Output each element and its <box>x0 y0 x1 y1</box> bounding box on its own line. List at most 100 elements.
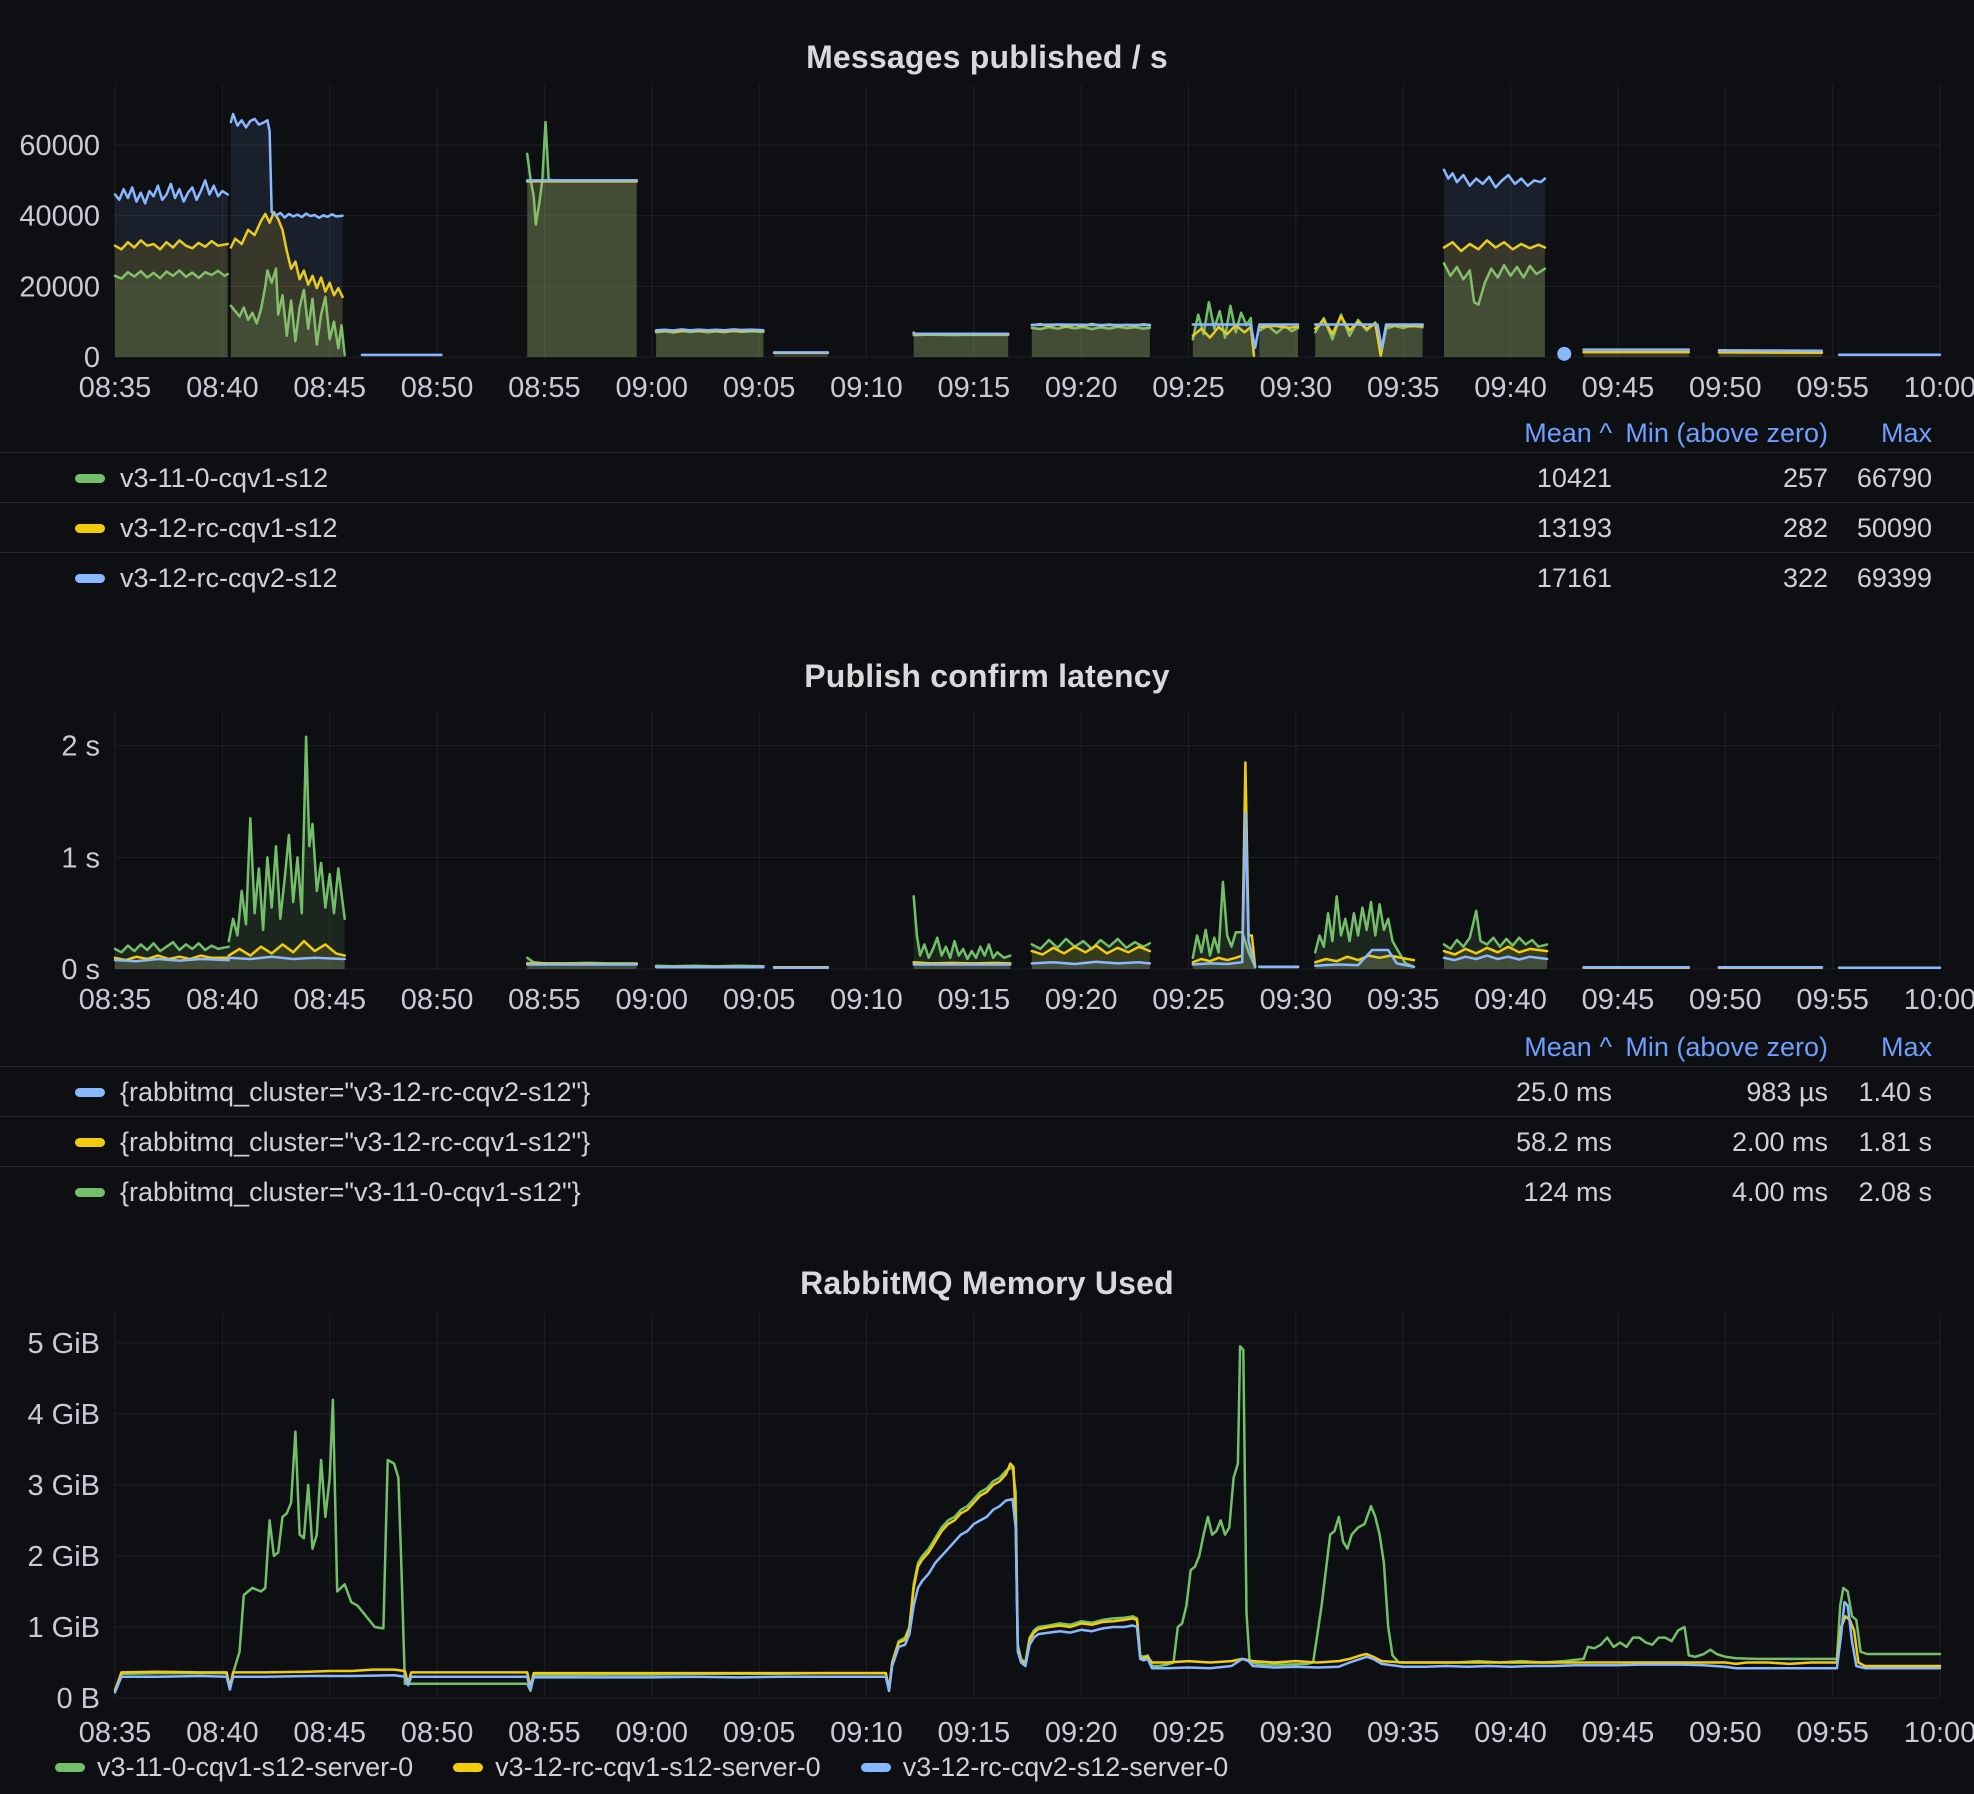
svg-text:09:00: 09:00 <box>615 1717 688 1749</box>
svg-text:09:50: 09:50 <box>1689 1717 1762 1749</box>
svg-text:08:55: 08:55 <box>508 372 581 404</box>
series-color-swatch-icon <box>55 1763 85 1772</box>
legend-row[interactable]: v3-12-rc-cqv1-s12 13193 282 50090 <box>0 502 1974 552</box>
legend-stat-value: 25.0 ms <box>1515 1077 1612 1107</box>
svg-text:10:00: 10:00 <box>1904 372 1974 404</box>
svg-text:4 GiB: 4 GiB <box>27 1399 100 1431</box>
legend-table-messages-published: Mean ^ Min (above zero) Max v3-11-0-cqv1-s1… <box>0 410 1974 602</box>
legend-item[interactable]: v3-11-0-cqv1-s12-server-0 <box>55 1752 413 1783</box>
svg-text:09:40: 09:40 <box>1474 984 1547 1016</box>
svg-text:09:10: 09:10 <box>830 1717 903 1749</box>
svg-text:09:20: 09:20 <box>1045 372 1118 404</box>
legend-item[interactable]: v3-12-rc-cqv1-s12-server-0 <box>453 1752 821 1783</box>
svg-text:10:00: 10:00 <box>1904 984 1974 1016</box>
series-color-swatch-icon <box>75 474 105 483</box>
svg-text:08:45: 08:45 <box>293 984 366 1016</box>
legend-row[interactable]: {rabbitmq_cluster="v3-12-rc-cqv2-s12"} 25… <box>0 1066 1974 1116</box>
svg-text:60000: 60000 <box>19 130 100 162</box>
svg-text:1 s: 1 s <box>61 842 100 874</box>
series-color-swatch-icon <box>75 1188 105 1197</box>
legend-sort-header[interactable]: Max <box>1880 1032 1932 1062</box>
svg-text:09:45: 09:45 <box>1582 372 1655 404</box>
legend-sort-header[interactable]: Min (above zero) <box>1625 1032 1828 1062</box>
legend-stat-value: 983 µs <box>1746 1077 1828 1107</box>
svg-text:09:00: 09:00 <box>615 372 688 404</box>
legend-row[interactable]: v3-12-rc-cqv2-s12 17161 322 69399 <box>0 552 1974 602</box>
svg-text:08:40: 08:40 <box>186 984 259 1016</box>
legend-header-row: Mean ^ Min (above zero) Max <box>0 410 1974 452</box>
svg-text:40000: 40000 <box>19 201 100 233</box>
series-name: v3-12-rc-cqv2-s12 <box>120 563 338 593</box>
series-color-swatch-icon <box>75 524 105 533</box>
svg-text:09:05: 09:05 <box>723 372 796 404</box>
svg-text:10:00: 10:00 <box>1904 1717 1974 1749</box>
legend-stat-value: 1.40 s <box>1858 1077 1932 1107</box>
series-name: v3-11-0-cqv1-s12 <box>120 463 329 493</box>
series-color-swatch-icon <box>75 1138 105 1147</box>
svg-text:09:10: 09:10 <box>830 372 903 404</box>
svg-text:3 GiB: 3 GiB <box>27 1470 100 1502</box>
svg-text:09:10: 09:10 <box>830 984 903 1016</box>
svg-text:5 GiB: 5 GiB <box>27 1328 100 1360</box>
svg-text:09:25: 09:25 <box>1152 372 1225 404</box>
svg-text:09:55: 09:55 <box>1796 984 1869 1016</box>
legend-row[interactable]: {rabbitmq_cluster="v3-11-0-cqv1-s12"} 124… <box>0 1166 1974 1216</box>
legend-stat-value: 10421 <box>1536 463 1612 493</box>
legend-stat-value: 257 <box>1782 463 1828 493</box>
svg-text:09:50: 09:50 <box>1689 372 1762 404</box>
svg-text:09:20: 09:20 <box>1045 1717 1118 1749</box>
legend-stat-value: 13193 <box>1536 513 1612 543</box>
svg-text:08:55: 08:55 <box>508 984 581 1016</box>
svg-text:09:35: 09:35 <box>1367 372 1440 404</box>
svg-text:08:55: 08:55 <box>508 1717 581 1749</box>
svg-text:09:35: 09:35 <box>1367 1717 1440 1749</box>
legend-sort-header[interactable]: Max <box>1880 418 1932 448</box>
legend-stat-value: 282 <box>1782 513 1828 543</box>
legend-row[interactable]: v3-11-0-cqv1-s12 10421 257 66790 <box>0 452 1974 502</box>
legend-stat-value: 1.81 s <box>1858 1127 1932 1157</box>
panel-title-rabbitmq-memory-used[interactable]: RabbitMQ Memory Used <box>800 1264 1174 1301</box>
series-name: {rabbitmq_cluster="v3-12-rc-cqv1-s12"} <box>120 1127 591 1157</box>
legend-stat-value: 322 <box>1782 563 1828 593</box>
legend-sort-header[interactable]: Mean ^ <box>1524 1032 1612 1062</box>
svg-text:09:00: 09:00 <box>615 984 688 1016</box>
series-color-swatch-icon <box>75 574 105 583</box>
series-name: v3-11-0-cqv1-s12-server-0 <box>97 1752 414 1782</box>
svg-text:08:50: 08:50 <box>401 984 474 1016</box>
svg-text:09:15: 09:15 <box>938 984 1011 1016</box>
legend-stat-value: 2.00 ms <box>1731 1127 1828 1157</box>
series-color-swatch-icon <box>860 1763 891 1772</box>
legend-table-publish-confirm-latency: Mean ^ Min (above zero) Max {rabbitmq_clust… <box>0 1024 1974 1216</box>
svg-text:09:30: 09:30 <box>1260 372 1333 404</box>
series-name: {rabbitmq_cluster="v3-11-0-cqv1-s12"} <box>120 1177 581 1207</box>
svg-text:09:50: 09:50 <box>1689 984 1762 1016</box>
panel-title-messages-published[interactable]: Messages published / s <box>806 38 1168 75</box>
svg-text:08:40: 08:40 <box>186 372 259 404</box>
svg-text:09:30: 09:30 <box>1260 1717 1333 1749</box>
series-color-swatch-icon <box>75 1088 105 1097</box>
panel-plot-1: 08:35 08:40 08:45 08:50 08:55 09:00 09:05 09:10… <box>61 710 1974 1016</box>
series-name: v3-12-rc-cqv1-s12 <box>120 513 338 543</box>
legend-sort-header[interactable]: Mean ^ <box>1524 418 1612 448</box>
legend-row[interactable]: {rabbitmq_cluster="v3-12-rc-cqv1-s12"} 58… <box>0 1116 1974 1166</box>
svg-text:09:45: 09:45 <box>1582 984 1655 1016</box>
svg-text:09:15: 09:15 <box>938 372 1011 404</box>
legend-sort-header[interactable]: Min (above zero) <box>1625 418 1828 448</box>
svg-text:20000: 20000 <box>19 271 100 303</box>
panel-title-publish-confirm-latency[interactable]: Publish confirm latency <box>804 657 1170 694</box>
svg-text:09:30: 09:30 <box>1260 984 1333 1016</box>
svg-text:0 s: 0 s <box>61 954 100 986</box>
svg-text:08:50: 08:50 <box>401 372 474 404</box>
svg-text:08:40: 08:40 <box>186 1717 259 1749</box>
legend-stat-value: 69399 <box>1856 563 1932 593</box>
legend-item[interactable]: v3-12-rc-cqv2-s12-server-0 <box>860 1752 1228 1783</box>
svg-text:0: 0 <box>84 342 100 374</box>
svg-text:09:25: 09:25 <box>1152 1717 1225 1749</box>
svg-text:08:50: 08:50 <box>401 1717 474 1749</box>
legend-inline-memory-used: v3-11-0-cqv1-s12-server-0 v3-12-rc-cqv1-s… <box>55 1752 1228 1783</box>
svg-text:09:40: 09:40 <box>1474 1717 1547 1749</box>
svg-text:2 GiB: 2 GiB <box>27 1541 100 1573</box>
legend-stat-value: 58.2 ms <box>1515 1127 1612 1157</box>
svg-text:08:35: 08:35 <box>79 984 152 1016</box>
